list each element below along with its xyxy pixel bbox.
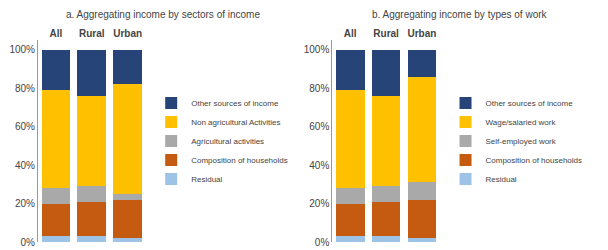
- svg-text:Agricultural activities: Agricultural activities: [191, 137, 264, 146]
- svg-text:0%: 0%: [315, 237, 330, 248]
- svg-text:80%: 80%: [15, 83, 35, 94]
- svg-text:80%: 80%: [309, 83, 329, 94]
- svg-text:Composition of households: Composition of households: [486, 156, 583, 165]
- svg-text:40%: 40%: [15, 160, 35, 171]
- svg-text:b. Aggregating income by types: b. Aggregating income by types of work: [372, 9, 548, 20]
- svg-text:Residual: Residual: [486, 175, 517, 184]
- svg-text:100%: 100%: [9, 44, 35, 55]
- svg-text:40%: 40%: [309, 160, 329, 171]
- svg-text:a. Aggregating income by secto: a. Aggregating income by sectors of inco…: [66, 9, 260, 20]
- svg-text:100%: 100%: [304, 44, 330, 55]
- svg-text:60%: 60%: [15, 121, 35, 132]
- svg-text:Rural: Rural: [373, 28, 399, 39]
- svg-text:Urban: Urban: [407, 28, 436, 39]
- svg-text:All: All: [50, 28, 63, 39]
- svg-text:Other sources of income: Other sources of income: [191, 99, 279, 108]
- svg-text:Non agricultural Activities: Non agricultural Activities: [191, 118, 280, 127]
- svg-text:20%: 20%: [309, 198, 329, 209]
- svg-text:20%: 20%: [15, 198, 35, 209]
- svg-text:Self-employed work: Self-employed work: [486, 137, 557, 146]
- svg-text:Wage/salaried work: Wage/salaried work: [486, 118, 557, 127]
- svg-text:Residual: Residual: [191, 175, 222, 184]
- svg-text:60%: 60%: [309, 121, 329, 132]
- svg-text:Composition of households: Composition of households: [191, 156, 288, 165]
- svg-text:Urban: Urban: [113, 28, 142, 39]
- svg-text:0%: 0%: [21, 237, 36, 248]
- svg-text:All: All: [344, 28, 357, 39]
- svg-text:Rural: Rural: [79, 28, 105, 39]
- svg-text:Other sources of income: Other sources of income: [486, 99, 574, 108]
